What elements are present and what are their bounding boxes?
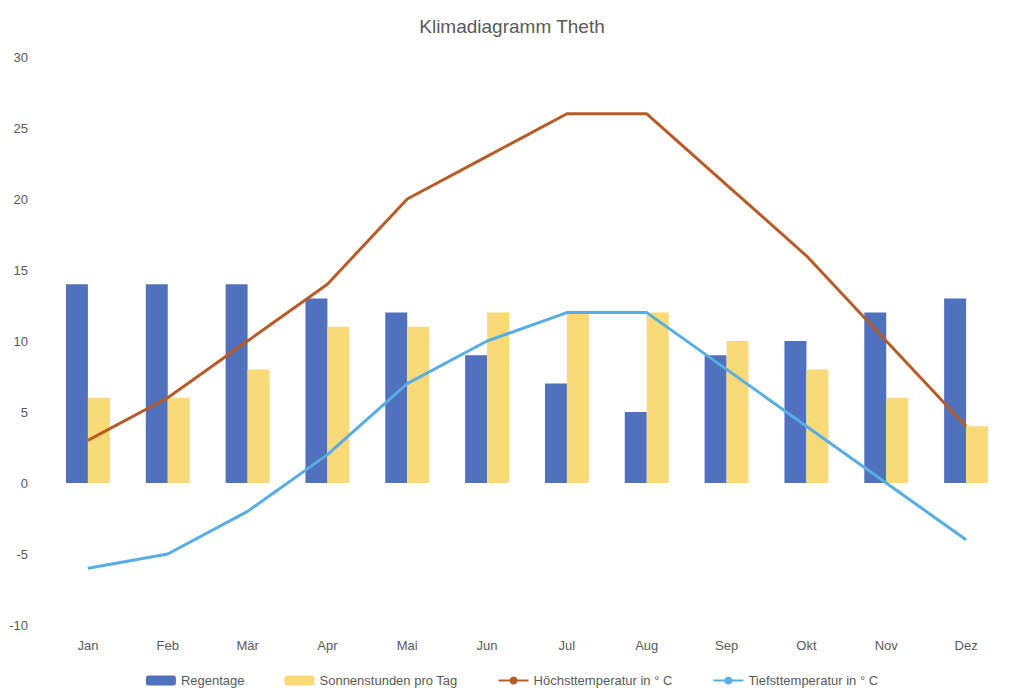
svg-text:Jan: Jan <box>77 638 98 653</box>
svg-text:Feb: Feb <box>157 638 179 653</box>
svg-text:-10: -10 <box>9 618 28 633</box>
svg-text:Mai: Mai <box>397 638 418 653</box>
svg-text:5: 5 <box>21 405 28 420</box>
svg-text:20: 20 <box>14 192 28 207</box>
svg-text:Sonnenstunden pro Tag: Sonnenstunden pro Tag <box>319 673 457 688</box>
svg-text:Jun: Jun <box>477 638 498 653</box>
svg-text:Sep: Sep <box>715 638 738 653</box>
svg-text:30: 30 <box>14 50 28 65</box>
svg-text:Aug: Aug <box>635 638 658 653</box>
svg-text:Apr: Apr <box>317 638 338 653</box>
svg-text:Höchsttemperatur in ° C: Höchsttemperatur in ° C <box>534 673 673 688</box>
svg-text:15: 15 <box>14 263 28 278</box>
svg-text:Nov: Nov <box>875 638 899 653</box>
svg-text:Dez: Dez <box>955 638 978 653</box>
svg-text:Okt: Okt <box>796 638 817 653</box>
svg-text:Tiefsttemperatur in ° C: Tiefsttemperatur in ° C <box>748 673 878 688</box>
svg-text:10: 10 <box>14 334 28 349</box>
svg-text:Mär: Mär <box>236 638 259 653</box>
svg-text:Jul: Jul <box>559 638 576 653</box>
svg-text:-5: -5 <box>16 547 28 562</box>
svg-text:0: 0 <box>21 476 28 491</box>
svg-text:25: 25 <box>14 121 28 136</box>
svg-text:Regentage: Regentage <box>181 673 245 688</box>
svg-text:Klimadiagramm Theth: Klimadiagramm Theth <box>419 16 605 37</box>
